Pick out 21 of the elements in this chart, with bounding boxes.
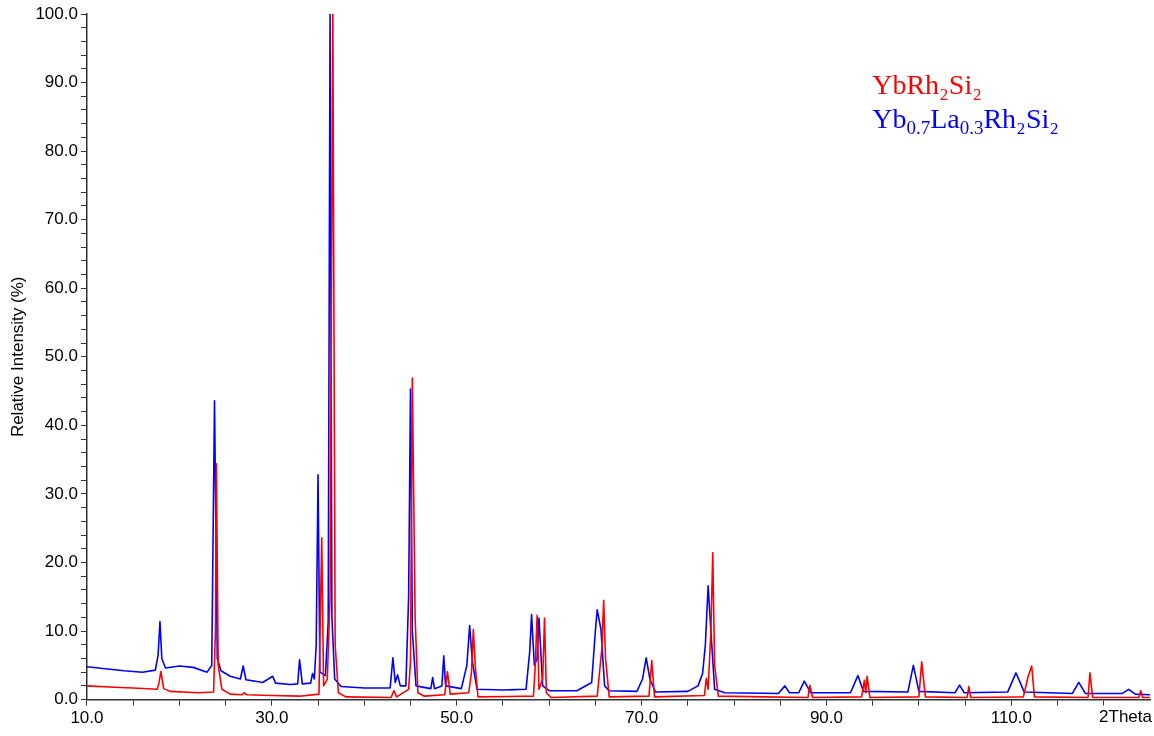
y-tick-label: 0.0 <box>54 689 78 709</box>
x-tick-label: 10.0 <box>70 708 104 728</box>
y-tick-label: 90.0 <box>44 72 78 92</box>
y-tick-label: 50.0 <box>44 346 78 366</box>
y-tick-label: 80.0 <box>44 140 78 160</box>
text: YbRh₂Si₂ <box>872 68 983 102</box>
y-tick-label: 70.0 <box>44 209 78 229</box>
x-tick-label: 70.0 <box>625 708 659 728</box>
x-tick-label: 30.0 <box>255 708 289 728</box>
y-tick-label: 10.0 <box>44 620 78 640</box>
x-axis-title: 2Theta <box>1099 706 1153 726</box>
text: Yb$_{0.7}$La$_{0.3}$Rh₂Si₂ <box>872 102 1059 138</box>
y-axis-title: Relative Intensity (%) <box>7 276 27 438</box>
y-tick-label: 30.0 <box>44 483 78 503</box>
y-tick-label: 20.0 <box>44 552 78 572</box>
x-tick-label: 90.0 <box>809 708 844 728</box>
y-tick-label: 60.0 <box>44 277 78 297</box>
x-tick-label: 110.0 <box>990 708 1032 728</box>
y-tick-label: 40.0 <box>44 415 78 435</box>
y-tick-label: 100.0 <box>35 3 78 23</box>
x-tick-label: 50.0 <box>440 708 474 728</box>
